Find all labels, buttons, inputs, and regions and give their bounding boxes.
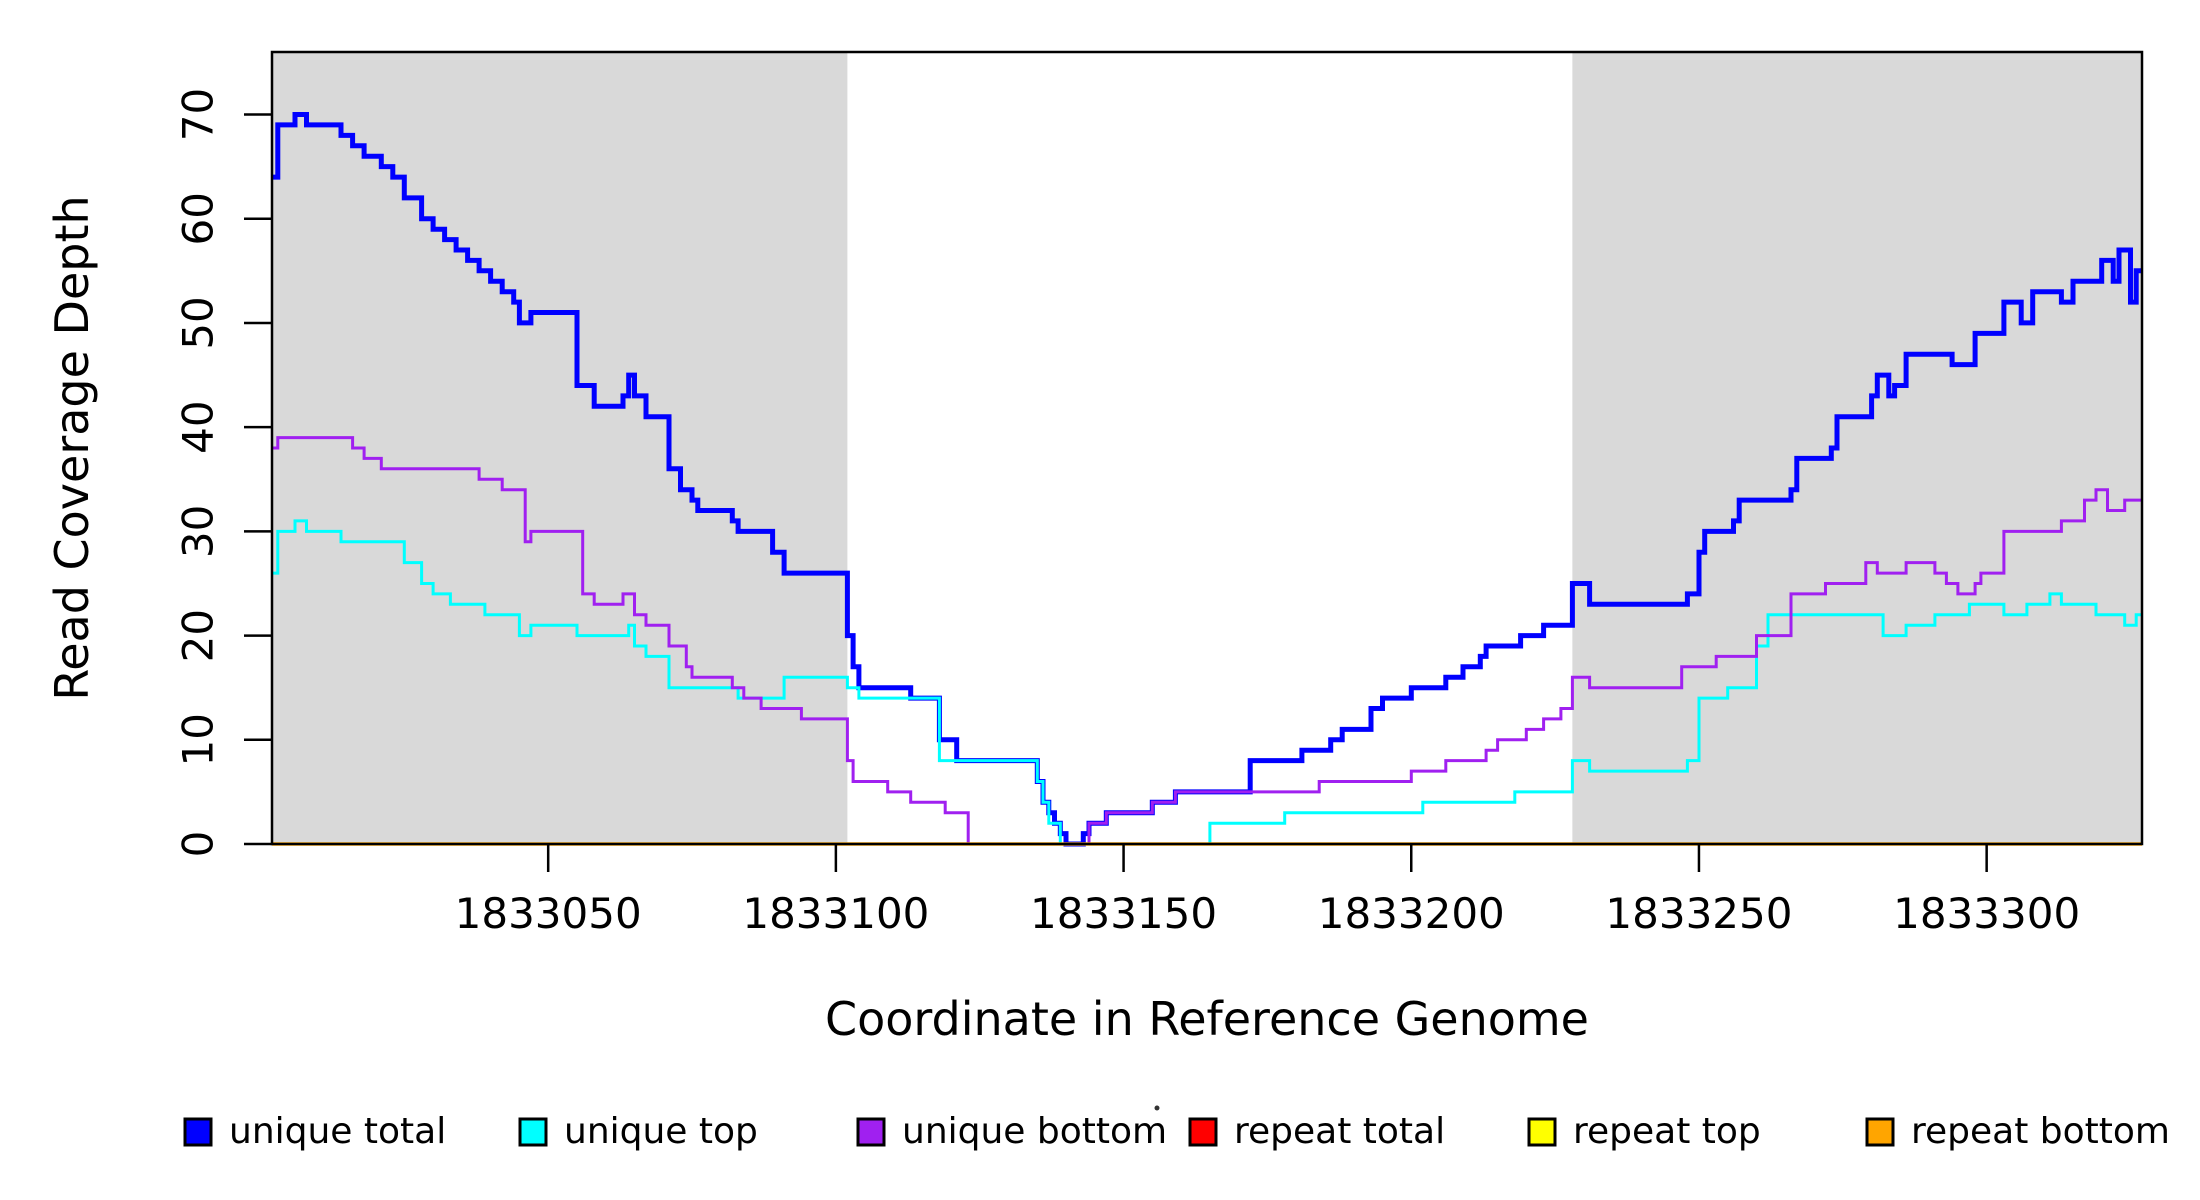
legend-item: unique top [518, 1111, 758, 1152]
legend-item: repeat total [1188, 1111, 1445, 1152]
y-tick-label: 30 [174, 505, 223, 558]
x-tick-label: 1833050 [455, 889, 642, 938]
x-tick-label: 1833200 [1318, 889, 1505, 938]
x-axis-title: Coordinate in Reference Genome [825, 992, 1589, 1046]
series-unique-top [272, 519, 2142, 846]
legend-item: repeat top [1527, 1111, 1761, 1152]
legend-label: repeat bottom [1911, 1111, 2170, 1152]
legend-swatch-repeat-bottom [1865, 1117, 1895, 1147]
y-tick-label: 10 [174, 713, 223, 766]
y-tick-label: 60 [174, 192, 223, 245]
y-tick-label: 50 [174, 296, 223, 349]
legend-item: repeat bottom [1865, 1111, 2170, 1152]
y-tick-label: 0 [174, 831, 223, 858]
x-tick-label: 1833150 [1030, 889, 1217, 938]
y-tick-label: 40 [174, 400, 223, 453]
stray-mark [1154, 1105, 1160, 1111]
x-tick-label: 1833250 [1605, 889, 1792, 938]
legend: unique total unique top unique bottom repea… [183, 1105, 2170, 1152]
shaded-region [272, 52, 848, 844]
legend-swatch-repeat-total [1188, 1117, 1218, 1147]
legend-swatch-unique-bottom [856, 1117, 886, 1147]
y-axis-title: Read Coverage Depth [45, 195, 99, 700]
plot-border [270, 50, 2144, 846]
shaded-region [1572, 52, 2142, 844]
legend-label: repeat top [1573, 1111, 1761, 1152]
legend-item: unique bottom [856, 1111, 1167, 1152]
legend-label: unique top [564, 1111, 758, 1152]
legend-label: unique bottom [902, 1111, 1167, 1152]
shaded-regions-layer [272, 52, 2142, 844]
legend-label: unique total [229, 1111, 446, 1152]
legend-swatch-repeat-top [1527, 1117, 1557, 1147]
y-tick-label: 70 [174, 88, 223, 141]
x-tick-label: 1833100 [742, 889, 929, 938]
axes-layer: 1833050 1833100 1833150 1833200 1833250 18333… [174, 50, 2144, 938]
legend-item: unique total [183, 1111, 446, 1152]
legend-swatch-unique-top [518, 1117, 548, 1147]
y-tick-label: 20 [174, 609, 223, 662]
series-unique-bottom [272, 436, 2142, 846]
legend-label: repeat total [1234, 1111, 1445, 1152]
legend-swatch-unique-total [183, 1117, 213, 1147]
x-tick-label: 1833300 [1893, 889, 2080, 938]
